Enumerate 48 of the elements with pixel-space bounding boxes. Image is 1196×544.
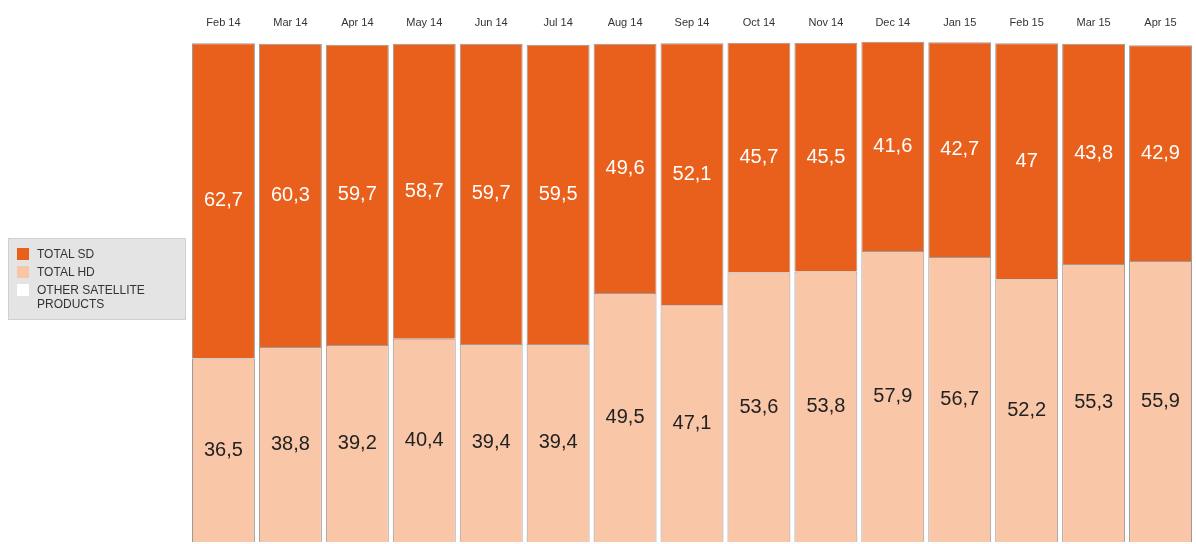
data-label: 58,7 xyxy=(404,178,444,201)
data-label: 53,8 xyxy=(806,394,846,417)
data-label: 45,7 xyxy=(739,145,779,168)
data-label: 59,7 xyxy=(337,182,377,205)
data-label: 39,4 xyxy=(538,430,578,453)
x-tick-label: Jul 14 xyxy=(543,15,573,28)
legend-label: TOTAL SD xyxy=(37,247,95,261)
data-label: 55,3 xyxy=(1074,390,1114,413)
data-label: 52,1 xyxy=(672,161,712,184)
data-label: 56,7 xyxy=(940,386,980,409)
x-tick-label: Oct 14 xyxy=(742,15,776,28)
data-label: 62,7 xyxy=(204,188,243,211)
data-label: 42,9 xyxy=(1141,140,1180,163)
data-label: 45,5 xyxy=(806,144,846,167)
x-tick-label: Aug 14 xyxy=(607,15,643,28)
x-tick-label: Jan 15 xyxy=(943,15,977,28)
x-tick-label: Jun 14 xyxy=(474,15,508,28)
data-label: 36,5 xyxy=(204,437,243,460)
data-label: 40,4 xyxy=(404,427,444,450)
data-label: 41,6 xyxy=(873,133,913,156)
legend-label: TOTAL HD xyxy=(37,265,95,279)
x-tick-label: Feb 14 xyxy=(206,15,241,28)
x-tick-label: May 14 xyxy=(406,15,443,28)
data-label: 53,6 xyxy=(739,394,779,417)
x-tick-label: Apr 14 xyxy=(341,15,374,28)
data-label: 49,6 xyxy=(605,155,645,178)
data-label: 39,2 xyxy=(337,430,377,453)
data-label: 39,4 xyxy=(471,430,511,453)
data-label: 49,5 xyxy=(605,405,645,428)
data-label: 42,7 xyxy=(940,137,980,160)
x-tick-label: Feb 15 xyxy=(1009,15,1044,28)
x-tick-label: Dec 14 xyxy=(875,15,911,28)
x-tick-label: Mar 15 xyxy=(1076,15,1111,28)
x-tick-label: Sep 14 xyxy=(674,15,710,28)
x-tick-label: Mar 14 xyxy=(273,15,308,28)
data-label: 59,7 xyxy=(471,181,511,204)
data-label: 43,8 xyxy=(1074,141,1114,164)
x-tick-label: Apr 15 xyxy=(1144,15,1177,28)
data-label: 59,5 xyxy=(538,181,578,204)
data-label: 52,2 xyxy=(1007,398,1047,421)
data-label: 55,9 xyxy=(1141,388,1180,411)
data-label: 60,3 xyxy=(270,182,310,205)
data-label: 47,1 xyxy=(672,411,712,434)
x-tick-label: Nov 14 xyxy=(808,15,844,28)
data-label: 38,8 xyxy=(270,431,310,454)
data-label: 47 xyxy=(1015,148,1038,171)
legend-label: OTHER SATELLITE PRODUCTS xyxy=(37,283,146,311)
data-label: 57,9 xyxy=(873,383,913,406)
